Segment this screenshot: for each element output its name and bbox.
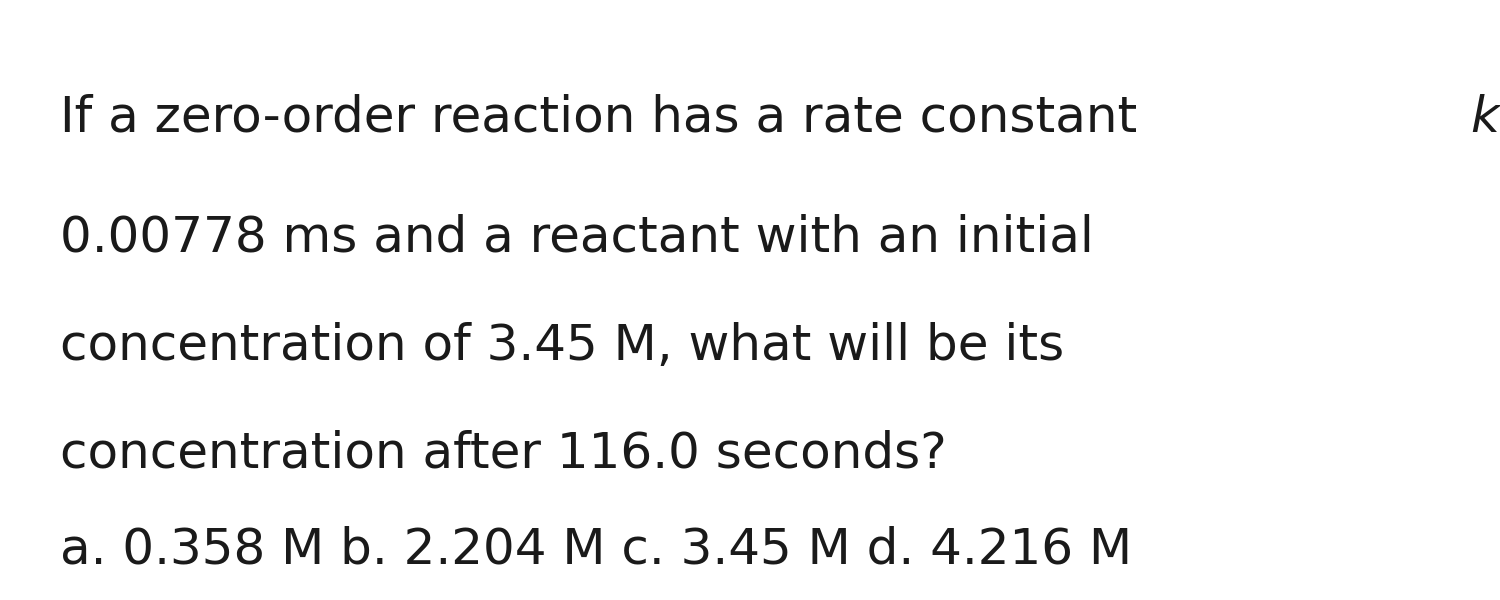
- Text: k: k: [1470, 94, 1500, 142]
- Text: 0.00778 ms and a reactant with an initial: 0.00778 ms and a reactant with an initia…: [60, 214, 1094, 262]
- Text: concentration of 3.45 M, what will be its: concentration of 3.45 M, what will be it…: [60, 322, 1065, 370]
- Text: concentration after 116.0 seconds?: concentration after 116.0 seconds?: [60, 430, 946, 478]
- Text: a. 0.358 M b. 2.204 M c. 3.45 M d. 4.216 M: a. 0.358 M b. 2.204 M c. 3.45 M d. 4.216…: [60, 526, 1132, 574]
- Text: If a zero-order reaction has a rate constant: If a zero-order reaction has a rate cons…: [60, 94, 1154, 142]
